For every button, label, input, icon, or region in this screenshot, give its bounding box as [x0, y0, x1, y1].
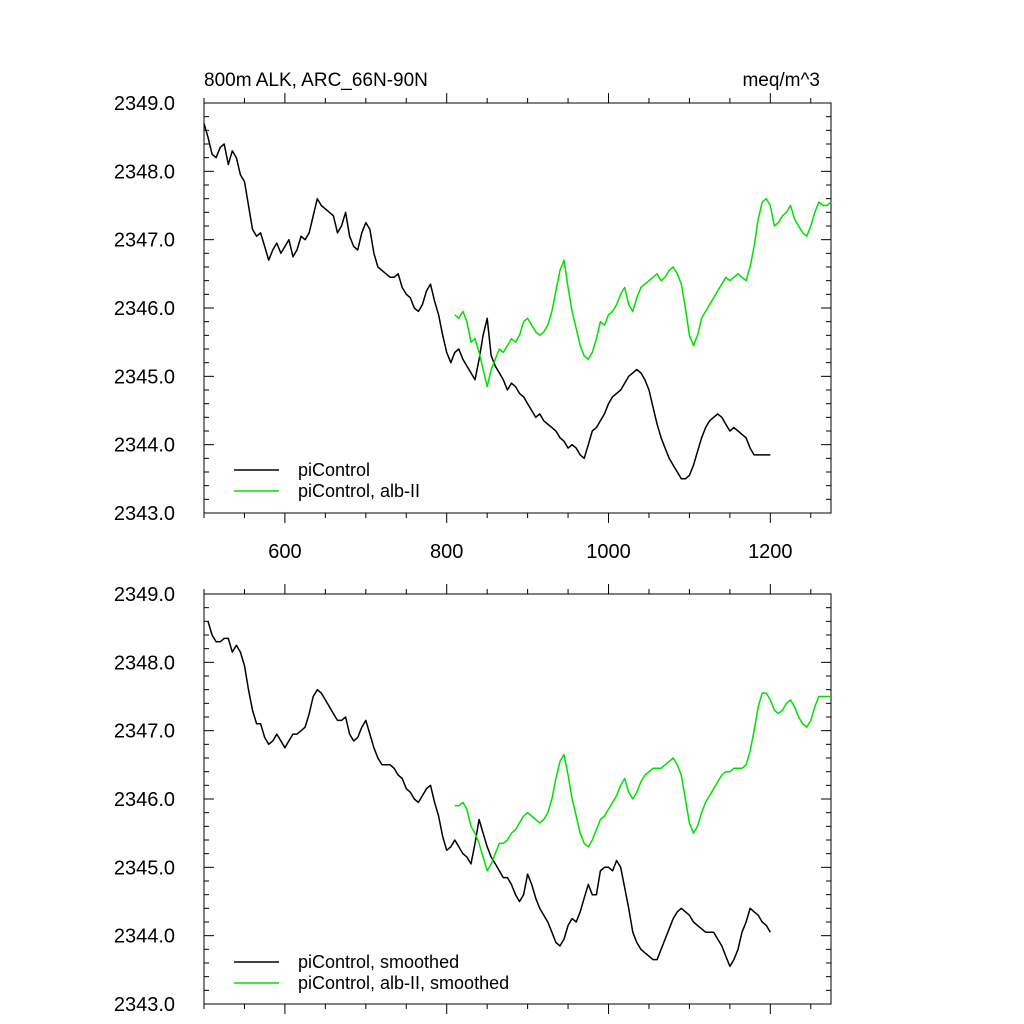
- y-tick-label: 2347.0: [114, 230, 175, 252]
- legend-label-picontrol-smoothed: piControl, smoothed: [298, 952, 459, 972]
- legend-label-alb-ii-smoothed: piControl, alb-II, smoothed: [298, 973, 509, 993]
- series-line-picontrol: [207, 621, 771, 968]
- series-line-alb-ii: [454, 197, 832, 388]
- plot-lines: [203, 123, 832, 480]
- y-tick-label: 2344.0: [114, 926, 175, 948]
- x-tick-label: 1200: [748, 541, 793, 563]
- y-tick-label: 2348.0: [114, 652, 175, 674]
- y-tick-label: 2348.0: [114, 161, 175, 183]
- legend-label-alb-ii: piControl, alb-II: [298, 481, 420, 501]
- plot-lines: [207, 621, 831, 968]
- x-tick-label: 800: [430, 541, 463, 563]
- bottom-panel: 2343.0 2344.0 2345.0 2346.0 2347.0 2348.0 2349…: [114, 584, 832, 1016]
- axis-ticks: 2343.0 2344.0 2345.0 2346.0 2347.0 2348.0 2349…: [114, 93, 831, 563]
- y-tick-label: 2346.0: [114, 789, 175, 811]
- y-tick-label: 2347.0: [114, 721, 175, 743]
- units-label: meq/m^3: [742, 70, 820, 91]
- legend: piControl, smoothed piControl, alb-II, s…: [234, 952, 509, 993]
- y-tick-label: 2349.0: [114, 93, 175, 115]
- series-line-alb-ii: [454, 692, 831, 872]
- y-tick-label: 2344.0: [114, 435, 175, 457]
- legend-label-picontrol: piControl: [298, 460, 370, 480]
- top-panel: 800m ALK, ARC_66N-90N meq/m^3 2343.0 2344…: [114, 70, 832, 563]
- plot-frame: [203, 593, 832, 1005]
- y-tick-label: 2349.0: [114, 584, 175, 606]
- chart-title: 800m ALK, ARC_66N-90N: [204, 70, 428, 91]
- x-tick-label: 1000: [586, 541, 631, 563]
- y-tick-label: 2343.0: [114, 994, 175, 1016]
- plot-frame: [203, 102, 832, 514]
- y-tick-label: 2346.0: [114, 298, 175, 320]
- y-tick-label: 2343.0: [114, 503, 175, 525]
- x-tick-label: 600: [268, 541, 301, 563]
- series-line-picontrol: [203, 123, 771, 480]
- legend: piControl piControl, alb-II: [234, 460, 420, 501]
- y-tick-label: 2345.0: [114, 366, 175, 388]
- y-tick-label: 2345.0: [114, 857, 175, 879]
- axis-ticks: 2343.0 2344.0 2345.0 2346.0 2347.0 2348.0 2349…: [114, 584, 831, 1016]
